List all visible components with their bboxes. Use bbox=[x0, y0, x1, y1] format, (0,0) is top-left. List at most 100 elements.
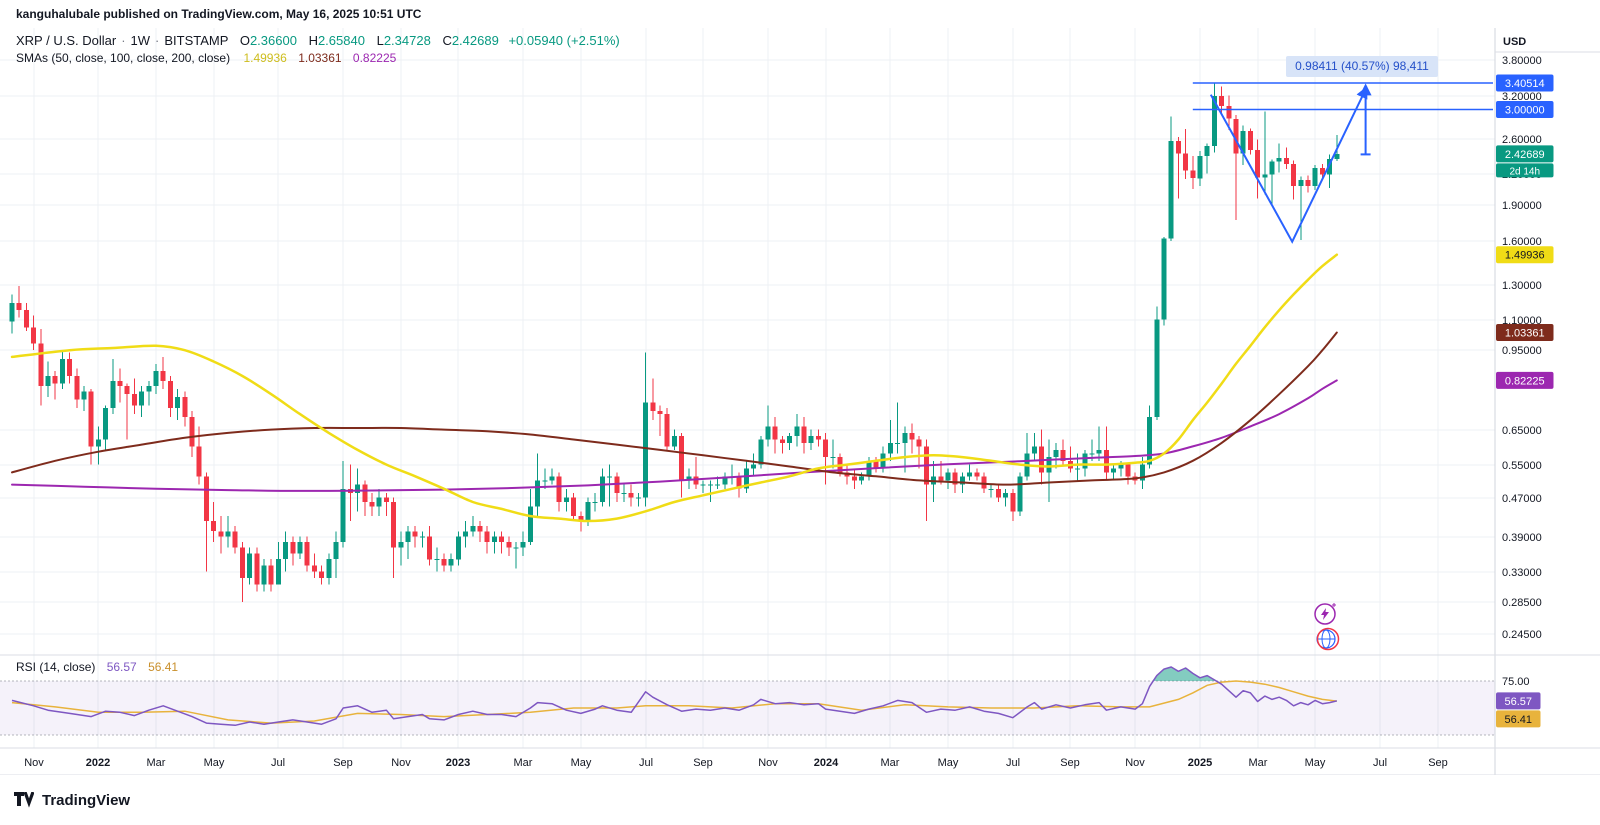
time-axis-label: Nov bbox=[24, 757, 44, 769]
price-axis-label: 0.55000 bbox=[1502, 460, 1542, 472]
price-axis-label: 0.47000 bbox=[1502, 493, 1542, 505]
axis-price-badge: 3.00000 bbox=[1496, 101, 1554, 118]
time-axis-label: Jul bbox=[639, 757, 653, 769]
currency-label[interactable]: USD bbox=[1503, 36, 1526, 48]
axis-price-badge: 56.57 bbox=[1496, 692, 1541, 710]
sma50-line[interactable] bbox=[10, 253, 1339, 523]
svg-text:2.42689: 2.42689 bbox=[1505, 149, 1545, 161]
time-axis-label: Mar bbox=[514, 757, 533, 769]
pattern-trendline bbox=[1209, 86, 1368, 244]
svg-text:1.49936: 1.49936 bbox=[1505, 250, 1545, 262]
price-axis-label: 0.95000 bbox=[1502, 345, 1542, 357]
tradingview-logo-icon[interactable] bbox=[14, 792, 34, 808]
tradingview-wordmark[interactable]: TradingView bbox=[42, 791, 131, 809]
time-axis-label: Jul bbox=[1006, 757, 1020, 769]
time-axis-label: 2025 bbox=[1188, 757, 1212, 769]
price-axis-label: 0.28500 bbox=[1502, 597, 1542, 609]
symbol-name[interactable]: XRP / U.S. Dollar bbox=[16, 33, 117, 48]
time-axis-label: Nov bbox=[758, 757, 778, 769]
interval-label[interactable]: 1W bbox=[130, 33, 151, 48]
rsi-legend[interactable]: RSI (14, close) 56.57 56.41 bbox=[16, 660, 178, 674]
symbol-legend[interactable]: XRP / U.S. Dollar · 1W · BITSTAMP O2.36600 H… bbox=[16, 33, 620, 48]
time-axis-label: Nov bbox=[391, 757, 411, 769]
exchange-label[interactable]: BITSTAMP bbox=[164, 33, 229, 48]
axis-price-badge: 56.41 bbox=[1496, 710, 1541, 728]
time-axis-label: 2022 bbox=[86, 757, 110, 769]
drawing-tools[interactable] bbox=[1192, 82, 1493, 244]
time-axis-label: Sep bbox=[693, 757, 713, 769]
footer-bar: TradingView bbox=[0, 775, 1600, 825]
time-axis[interactable]: Nov 2022 Mar May Jul Sep Nov 2023 Mar May Jul Sep No… bbox=[24, 757, 1448, 769]
change-value: +0.05940 (+2.51%) bbox=[508, 33, 620, 48]
flash-icon[interactable] bbox=[1314, 603, 1336, 625]
time-axis-label: Mar bbox=[1249, 757, 1268, 769]
sma100-line[interactable] bbox=[11, 331, 1338, 486]
price-axis-labels[interactable]: 3.800003.200002.600002.200001.900001.600… bbox=[1502, 55, 1542, 688]
price-axis-label: 1.30000 bbox=[1502, 280, 1542, 292]
chart-stickers[interactable] bbox=[1314, 603, 1340, 651]
svg-text:3.40514: 3.40514 bbox=[1505, 78, 1545, 90]
time-axis-label: Nov bbox=[1125, 757, 1145, 769]
grid-lines bbox=[0, 28, 1495, 748]
time-axis-label: 2023 bbox=[446, 757, 470, 769]
separator-dot: · bbox=[155, 33, 160, 48]
axis-price-badge: 2.42689 2d 14h bbox=[1496, 145, 1554, 178]
sma200-line[interactable] bbox=[11, 379, 1338, 492]
time-axis-label: May bbox=[571, 757, 592, 769]
sma-title[interactable]: SMAs (50, close, 100, close, 200, close) bbox=[16, 51, 231, 65]
rsi-overbought-fill bbox=[1153, 667, 1217, 681]
svg-text:0.82225: 0.82225 bbox=[1505, 375, 1545, 387]
sma200-value: 0.82225 bbox=[352, 51, 397, 65]
price-axis-label: 3.20000 bbox=[1502, 91, 1542, 103]
open-label: O bbox=[239, 33, 250, 48]
close-label: C bbox=[442, 33, 452, 48]
time-axis-label: Mar bbox=[881, 757, 900, 769]
price-axis-label: 1.60000 bbox=[1502, 236, 1542, 248]
sma50-value: 1.49936 bbox=[243, 51, 287, 65]
time-axis-label: May bbox=[204, 757, 225, 769]
rsi-ma-value: 56.41 bbox=[148, 660, 179, 674]
time-axis-label: Sep bbox=[333, 757, 353, 769]
rsi-title[interactable]: RSI (14, close) bbox=[16, 660, 96, 674]
candles[interactable] bbox=[9, 83, 1340, 603]
time-axis-label: May bbox=[1305, 757, 1326, 769]
svg-text:1.03361: 1.03361 bbox=[1505, 328, 1545, 340]
separator-dot: · bbox=[121, 33, 126, 48]
axis-price-badge: 0.82225 bbox=[1496, 371, 1554, 389]
time-axis-label: May bbox=[938, 757, 959, 769]
low-value: 2.34728 bbox=[383, 33, 431, 48]
price-axis-label: 0.65000 bbox=[1502, 425, 1542, 437]
time-axis-label: Jul bbox=[271, 757, 285, 769]
rsi-line[interactable] bbox=[11, 666, 1337, 727]
svg-text:2d 14h: 2d 14h bbox=[1509, 166, 1540, 177]
time-axis-label: Mar bbox=[147, 757, 166, 769]
axis-price-badge: 1.49936 bbox=[1496, 246, 1554, 264]
attribution-bar: kanguhalubale published on TradingView.c… bbox=[0, 0, 1600, 28]
svg-text:56.57: 56.57 bbox=[1504, 696, 1532, 708]
measure-tool-label[interactable]: 0.98411 (40.57%) 98,411 bbox=[1286, 56, 1438, 77]
axis-price-badge: 1.03361 bbox=[1496, 324, 1554, 341]
svg-text:3.00000: 3.00000 bbox=[1505, 105, 1545, 117]
rsi-axis-label: 75.00 bbox=[1502, 676, 1530, 688]
price-axis-label: 1.90000 bbox=[1502, 200, 1542, 212]
axis-price-badge: 3.40514 bbox=[1496, 74, 1554, 92]
price-axis-label: 0.24500 bbox=[1502, 629, 1542, 641]
rsi-ma-line[interactable] bbox=[11, 680, 1337, 724]
time-axis-label: Jul bbox=[1373, 757, 1387, 769]
price-axis-label: 2.60000 bbox=[1502, 134, 1542, 146]
price-badges: 3.40514 3.00000 2.42689 2d 14h 1.49936 1.0336… bbox=[1496, 74, 1554, 728]
time-axis-label: Sep bbox=[1428, 757, 1448, 769]
close-value: 2.42689 bbox=[451, 33, 499, 48]
time-axis-label: 2024 bbox=[814, 757, 839, 769]
high-value: 2.65840 bbox=[317, 33, 365, 48]
sma-legend[interactable]: SMAs (50, close, 100, close, 200, close)… bbox=[16, 51, 396, 65]
globe-icon[interactable] bbox=[1316, 627, 1340, 651]
open-value: 2.36600 bbox=[249, 33, 297, 48]
price-axis-label: 0.33000 bbox=[1502, 567, 1542, 579]
high-label: H bbox=[308, 33, 318, 48]
sma100-value: 1.03361 bbox=[298, 51, 342, 65]
price-axis-label: 3.80000 bbox=[1502, 55, 1542, 67]
time-axis-label: Sep bbox=[1060, 757, 1080, 769]
